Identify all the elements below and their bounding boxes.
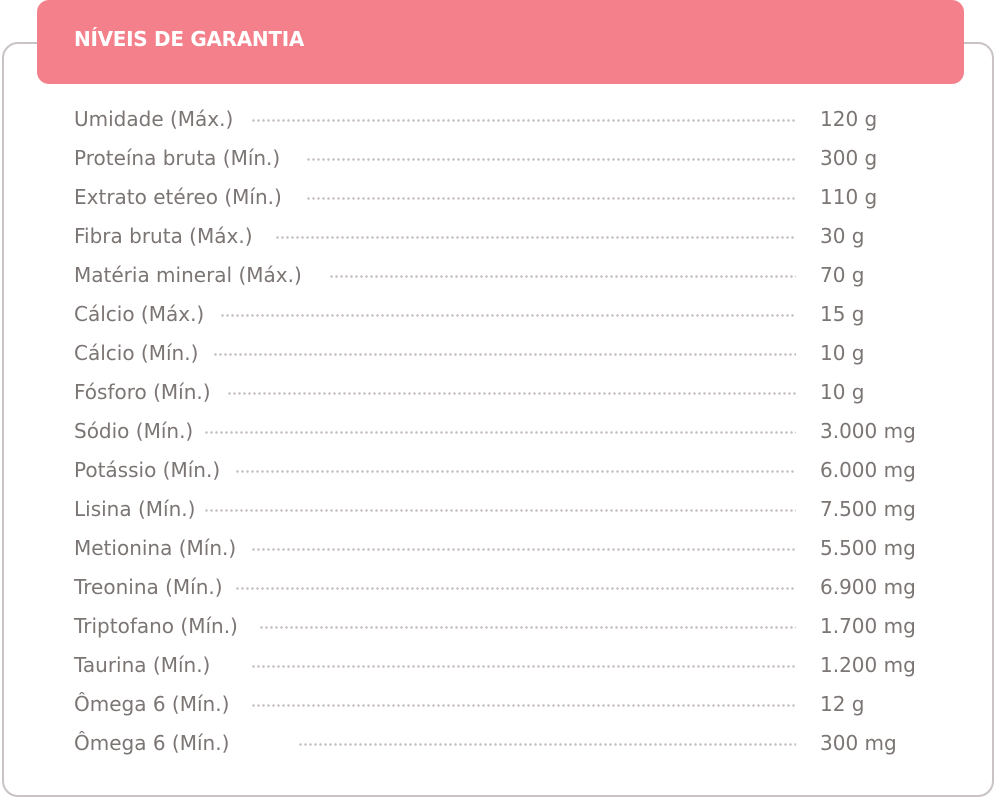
nutrient-row: Cálcio (Mín.) 10 g — [74, 334, 964, 373]
nutrient-row: Triptofano (Mín.) 1.700 mg — [74, 607, 964, 646]
nutrient-label: Taurina (Mín.) — [74, 653, 211, 677]
nutrient-row: Metionina (Mín.) 5.500 mg — [74, 529, 964, 568]
nutrient-label: Ômega 6 (Mín.) — [74, 731, 230, 755]
nutrient-value: 110 g — [820, 185, 878, 209]
nutrient-label: Extrato etéreo (Mín.) — [74, 185, 282, 209]
nutrient-value: 1.200 mg — [820, 653, 916, 677]
nutrient-value: 10 g — [820, 341, 865, 365]
nutrient-value: 10 g — [820, 380, 865, 404]
nutrient-row: Ômega 6 (Mín.) 300 mg — [74, 724, 964, 763]
nutrient-row: Umidade (Máx.) 120 g — [74, 100, 964, 139]
nutrient-value: 300 g — [820, 146, 878, 170]
nutrient-value: 6.900 mg — [820, 575, 916, 599]
nutrient-label: Fósforo (Mín.) — [74, 380, 211, 404]
nutrient-row: Sódio (Mín.) 3.000 mg — [74, 412, 964, 451]
nutrient-label: Cálcio (Máx.) — [74, 302, 205, 326]
nutrient-label: Proteína bruta (Mín.) — [74, 146, 281, 170]
nutrient-value: 12 g — [820, 692, 865, 716]
nutrient-row: Fósforo (Mín.) 10 g — [74, 373, 964, 412]
nutrient-label: Umidade (Máx.) — [74, 107, 234, 131]
nutrient-row: Fibra bruta (Máx.) 30 g — [74, 217, 964, 256]
nutrient-row: Cálcio (Máx.) 15 g — [74, 295, 964, 334]
guarantee-levels-panel — [2, 42, 994, 797]
nutrient-row: Ômega 6 (Mín.) 12 g — [74, 685, 964, 724]
dot-leader — [204, 431, 796, 434]
nutrient-label: Ômega 6 (Mín.) — [74, 692, 230, 716]
nutrient-value: 5.500 mg — [820, 536, 916, 560]
dot-leader — [204, 509, 796, 512]
nutrient-value: 120 g — [820, 107, 878, 131]
nutrient-label: Treonina (Mín.) — [74, 575, 223, 599]
dot-leader — [251, 704, 796, 707]
nutrient-row: Treonina (Mín.) 6.900 mg — [74, 568, 964, 607]
nutrient-row: Lisina (Mín.) 7.500 mg — [74, 490, 964, 529]
dot-leader — [235, 587, 796, 590]
nutrient-label: Lisina (Mín.) — [74, 497, 196, 521]
dot-leader — [306, 158, 796, 161]
dot-leader — [251, 119, 796, 122]
dot-leader — [259, 626, 796, 629]
nutrient-row: Matéria mineral (Máx.) 70 g — [74, 256, 964, 295]
nutrient-label: Matéria mineral (Máx.) — [74, 263, 302, 287]
nutrient-row: Taurina (Mín.) 1.200 mg — [74, 646, 964, 685]
nutrient-row: Potássio (Mín.) 6.000 mg — [74, 451, 964, 490]
dot-leader — [220, 314, 796, 317]
nutrient-value: 6.000 mg — [820, 458, 916, 482]
guarantee-levels-header: NÍVEIS DE GARANTIA — [37, 0, 964, 84]
nutrient-list: Umidade (Máx.) 120 g Proteína bruta (Mín… — [74, 100, 964, 763]
dot-leader — [298, 743, 796, 746]
nutrient-value: 7.500 mg — [820, 497, 916, 521]
nutrient-label: Metionina (Mín.) — [74, 536, 237, 560]
dot-leader — [275, 236, 796, 239]
dot-leader — [251, 548, 796, 551]
nutrient-label: Sódio (Mín.) — [74, 419, 194, 443]
nutrient-value: 70 g — [820, 263, 865, 287]
nutrient-value: 300 mg — [820, 731, 897, 755]
nutrient-label: Cálcio (Mín.) — [74, 341, 199, 365]
nutrient-value: 3.000 mg — [820, 419, 916, 443]
dot-leader — [251, 665, 796, 668]
dot-leader — [306, 197, 796, 200]
nutrient-label: Fibra bruta (Máx.) — [74, 224, 253, 248]
dot-leader — [227, 392, 796, 395]
dot-leader — [329, 275, 796, 278]
nutrient-label: Potássio (Mín.) — [74, 458, 221, 482]
dot-leader — [235, 470, 796, 473]
dot-leader — [213, 353, 796, 356]
nutrient-value: 30 g — [820, 224, 865, 248]
nutrient-value: 15 g — [820, 302, 865, 326]
nutrient-label: Triptofano (Mín.) — [74, 614, 238, 638]
header-title: NÍVEIS DE GARANTIA — [74, 27, 305, 51]
nutrient-value: 1.700 mg — [820, 614, 916, 638]
nutrient-row: Extrato etéreo (Mín.) 110 g — [74, 178, 964, 217]
nutrient-row: Proteína bruta (Mín.) 300 g — [74, 139, 964, 178]
